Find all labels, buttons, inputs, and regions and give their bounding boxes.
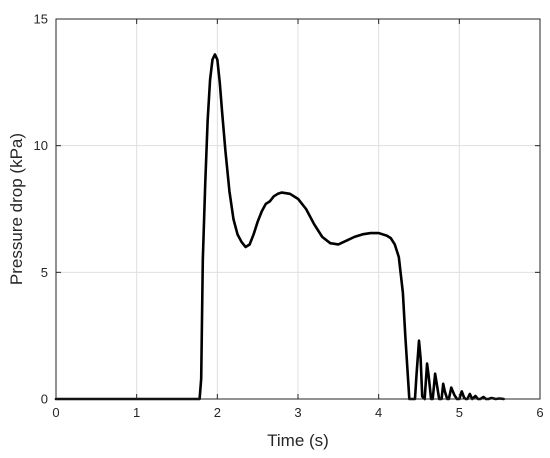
y-tick-label: 0 bbox=[41, 392, 48, 407]
x-tick-label: 4 bbox=[375, 405, 382, 420]
series-line-0 bbox=[54, 53, 505, 401]
tick-marks bbox=[55, 18, 541, 400]
x-tick-label: 6 bbox=[536, 405, 543, 420]
x-tick-labels: 0 1 2 3 4 5 6 bbox=[52, 405, 543, 420]
y-tick-label: 5 bbox=[41, 265, 48, 280]
y-tick-labels: 0 5 10 15 bbox=[34, 12, 48, 407]
grid-lines bbox=[55, 18, 541, 400]
x-tick-label: 0 bbox=[52, 405, 59, 420]
y-tick-label: 10 bbox=[34, 138, 48, 153]
x-tick-label: 2 bbox=[214, 405, 221, 420]
x-tick-label: 3 bbox=[294, 405, 301, 420]
series-layer bbox=[54, 53, 505, 401]
x-tick-label: 5 bbox=[456, 405, 463, 420]
x-tick-label: 1 bbox=[133, 405, 140, 420]
y-axis-label: Pressure drop (kPa) bbox=[7, 133, 26, 285]
x-axis-label: Time (s) bbox=[267, 431, 329, 450]
y-tick-label: 15 bbox=[34, 12, 48, 27]
